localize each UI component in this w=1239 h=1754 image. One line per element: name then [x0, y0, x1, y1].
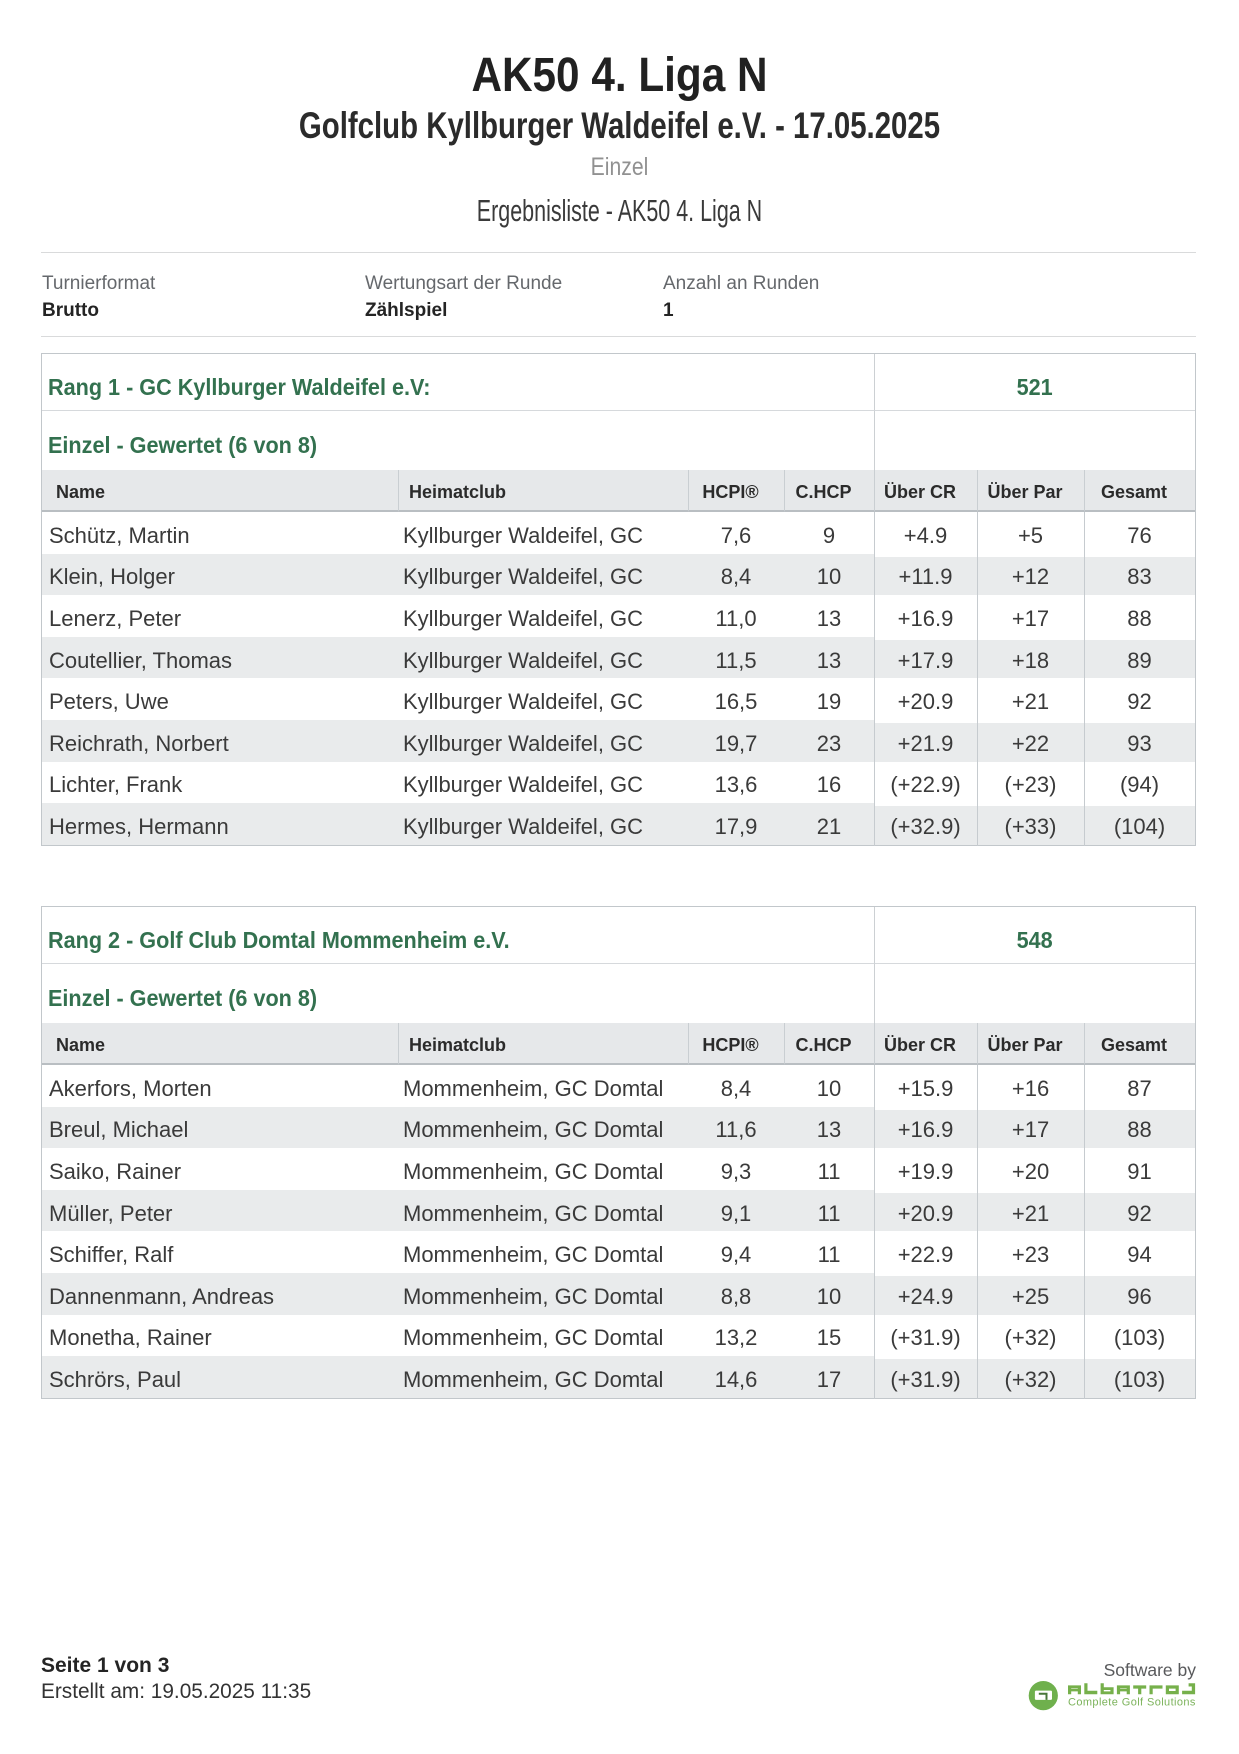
svg-text:Complete Golf Solutions: Complete Golf Solutions	[1068, 1697, 1196, 1709]
